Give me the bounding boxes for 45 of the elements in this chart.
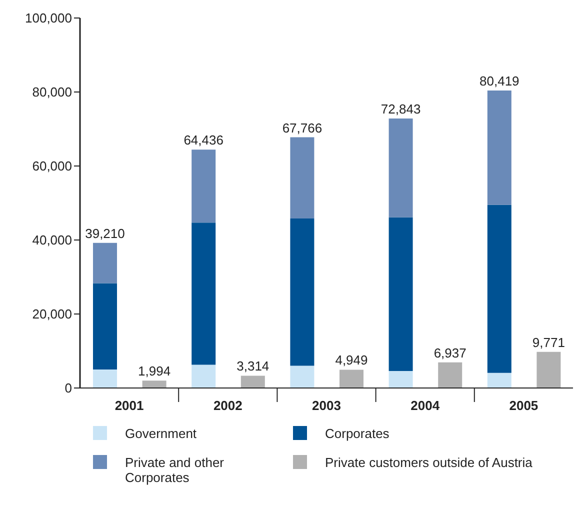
data-label: 3,314: [236, 358, 270, 374]
bar: [487, 204, 512, 373]
total-label: 39,210: [85, 226, 125, 241]
legend-label: Corporates: [325, 426, 390, 441]
bar: [388, 370, 413, 388]
bar: [340, 370, 364, 388]
x-tick-label: 2001: [114, 398, 144, 413]
bar: [142, 380, 166, 388]
bar: [93, 242, 117, 284]
y-tick-label: 0: [64, 380, 72, 396]
legend-label: Government: [125, 426, 198, 441]
bar: [192, 150, 216, 223]
bar: [93, 283, 117, 370]
bar: [240, 376, 265, 388]
bar: [93, 370, 117, 388]
x-tick-label: 2003: [312, 398, 341, 413]
bar: [290, 137, 314, 219]
bar: [388, 217, 413, 371]
data-label: 6,937: [434, 345, 466, 360]
bar: [290, 366, 314, 388]
legend-label: Private customers outside of Austria: [325, 455, 534, 470]
total-label: 80,419: [480, 73, 520, 88]
y-tick-label: 20,000: [32, 306, 72, 322]
bar: [487, 372, 512, 388]
total-label: 67,766: [282, 120, 322, 136]
y-tick-label: 40,000: [32, 232, 72, 248]
y-tick-label: 80,000: [32, 84, 72, 100]
legend-label: Private and other Corporates: [125, 455, 226, 485]
bar: [192, 222, 216, 365]
total-label: 64,436: [184, 132, 224, 148]
x-tick-label: 2002: [213, 398, 242, 413]
x-tick-label: 2004: [410, 398, 440, 413]
data-label: 4,949: [335, 352, 368, 368]
x-tick-label: 2005: [509, 398, 538, 413]
bar: [290, 218, 314, 366]
total-label: 72,843: [380, 101, 421, 116]
bar: [388, 118, 413, 218]
bar: [487, 90, 512, 205]
bar: [536, 352, 561, 388]
bar: [438, 362, 462, 388]
bar: [192, 364, 216, 388]
data-label: 9,771: [532, 334, 565, 350]
y-tick-label: 60,000: [32, 158, 72, 174]
data-label: 1,994: [138, 364, 171, 379]
y-tick-label: 100,000: [25, 10, 72, 26]
